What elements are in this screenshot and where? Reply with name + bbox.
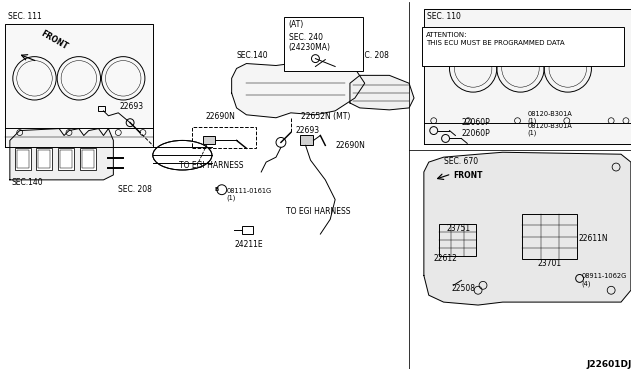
Text: (AT): (AT) [289,20,304,29]
Bar [58,148,74,170]
Text: SEC. 208: SEC. 208 [355,51,388,60]
Text: SEC.140: SEC.140 [12,178,44,187]
Bar [60,150,72,168]
Text: B: B [215,187,219,192]
Text: FRONT: FRONT [40,29,70,52]
Text: TO EGI HARNESS: TO EGI HARNESS [179,161,244,170]
Text: 22612: 22612 [434,254,458,263]
Polygon shape [10,129,113,180]
Text: SEC. 208: SEC. 208 [118,185,152,194]
Text: J22601DJ: J22601DJ [586,360,632,369]
Bar [82,150,93,168]
Bar [241,226,253,234]
Text: 24211E: 24211E [235,240,263,249]
Text: SEC.140: SEC.140 [237,51,268,60]
Text: ATTENTION:
THIS ECU MUST BE PROGRAMMED DATA: ATTENTION: THIS ECU MUST BE PROGRAMMED D… [426,32,564,46]
Polygon shape [424,152,631,305]
Bar [15,148,31,170]
Bar [38,150,51,168]
Text: 22693: 22693 [296,125,320,135]
Text: SEC. 110: SEC. 110 [427,12,461,21]
Text: SEC. 670: SEC. 670 [444,157,477,166]
Text: 22611N: 22611N [579,234,608,243]
Bar [17,150,29,168]
Bar [97,106,106,111]
Text: 22060P: 22060P [461,129,490,138]
Bar [522,214,577,259]
Bar [80,148,95,170]
Polygon shape [350,76,414,110]
Text: (24230MA): (24230MA) [289,43,331,52]
Text: 22652N (MT): 22652N (MT) [301,112,350,121]
Bar [438,224,476,256]
Text: 23751: 23751 [447,224,470,233]
Text: 22690N: 22690N [205,112,235,121]
Text: 08120-B301A
(1): 08120-B301A (1) [527,122,572,136]
Text: 08911-1062G
(4): 08911-1062G (4) [582,273,627,287]
Text: 23701: 23701 [537,259,561,267]
Polygon shape [232,64,365,118]
Polygon shape [424,9,631,144]
Bar [36,148,52,170]
Bar [422,27,624,67]
Text: 08111-0161G
(1): 08111-0161G (1) [227,187,272,201]
Text: SEC. 111: SEC. 111 [8,12,42,21]
Text: 22508: 22508 [451,284,476,293]
Text: 22060P: 22060P [461,118,490,126]
Text: FRONT: FRONT [454,171,483,180]
Bar [284,17,363,71]
Text: TO EGI HARNESS: TO EGI HARNESS [286,207,350,217]
Text: 22693: 22693 [119,102,143,111]
Bar [192,126,256,148]
Text: 08120-B301A
(1): 08120-B301A (1) [527,111,572,124]
Bar [203,137,215,144]
Text: 22690N: 22690N [335,141,365,150]
Bar [300,135,314,145]
Polygon shape [5,24,153,147]
Text: SEC. 240: SEC. 240 [289,33,323,42]
